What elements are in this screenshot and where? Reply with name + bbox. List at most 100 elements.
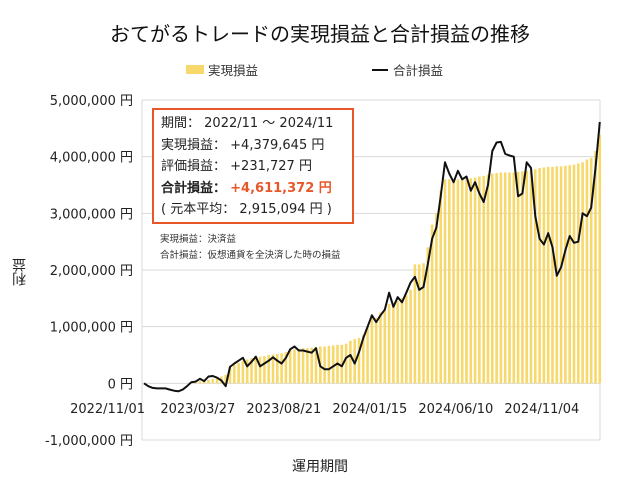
realized-bar xyxy=(288,350,292,384)
realized-bar xyxy=(512,172,516,384)
realized-bar xyxy=(297,348,301,384)
realized-bar xyxy=(581,162,584,384)
realized-bar xyxy=(516,171,520,384)
legend-bar-swatch xyxy=(186,65,204,74)
unrealized-value: +231,727 円 xyxy=(230,159,312,174)
period-row: 期間： 2022/11 ～ 2024/11 xyxy=(161,113,352,135)
realized-bar xyxy=(482,175,485,384)
total-line xyxy=(143,121,601,393)
realized-bar xyxy=(357,338,361,384)
realized-bar xyxy=(452,179,455,384)
y-tick-label: 2,000,000 円 xyxy=(50,264,133,279)
summary-box: 期間： 2022/11 ～ 2024/11 実現損益： +4,379,645 円… xyxy=(152,108,354,224)
realized-bar xyxy=(344,343,348,384)
realized-bar xyxy=(198,381,202,384)
realized-bar xyxy=(456,179,460,384)
realized-bar xyxy=(430,224,434,384)
realized-bar xyxy=(392,304,395,384)
y-tick-label: -1,000,000 円 xyxy=(45,434,133,449)
realized-bar xyxy=(327,345,331,384)
realized-bar xyxy=(534,169,537,384)
realized-bar xyxy=(215,377,219,384)
realized-bar xyxy=(478,176,481,384)
legend-label-realized: 実現損益 xyxy=(208,63,259,78)
realized-bar xyxy=(400,298,404,384)
realized-bar xyxy=(460,179,464,384)
y-tick-label: 3,000,000 円 xyxy=(50,207,133,222)
realized-bar xyxy=(258,356,262,384)
realized-bar xyxy=(589,157,593,384)
realized-bar xyxy=(551,166,554,384)
realized-bar xyxy=(323,346,326,384)
realized-bar xyxy=(521,171,524,384)
realized-bar xyxy=(508,172,511,384)
realized-bar xyxy=(409,289,412,384)
realized-bar xyxy=(585,159,589,384)
realized-bar xyxy=(241,360,245,384)
realized-bar xyxy=(499,172,503,384)
realized-bar xyxy=(473,177,477,384)
x-tick-label: 2023/03/27 xyxy=(160,402,235,417)
realized-bar xyxy=(310,347,313,384)
note-total: 合計損益：仮想通貨を全決済した時の損益 xyxy=(160,250,341,261)
realized-row: 実現損益： +4,379,645 円 xyxy=(161,135,352,157)
realized-bar xyxy=(379,312,382,384)
chart-title: おてがるトレードの実現損益と合計損益の推移 xyxy=(110,22,530,46)
realized-bar xyxy=(577,163,580,384)
realized-bar xyxy=(383,309,387,384)
realized-bar xyxy=(525,170,528,384)
realized-bar xyxy=(374,318,378,384)
realized-bar xyxy=(422,263,425,384)
realized-bar xyxy=(598,135,602,384)
realized-bar xyxy=(387,304,391,384)
realized-bar xyxy=(250,358,253,384)
realized-bar xyxy=(413,264,417,384)
legend-line-swatch xyxy=(372,68,388,71)
realized-bar xyxy=(271,354,275,384)
realized-bar xyxy=(263,356,266,384)
realized-bar xyxy=(448,179,451,384)
period-label: 期間： xyxy=(161,116,201,131)
realized-bar xyxy=(439,190,442,384)
legend-label-total: 合計損益 xyxy=(393,63,444,78)
realized-bar xyxy=(362,335,365,384)
realized-bar xyxy=(228,367,232,384)
realized-bar xyxy=(340,344,344,384)
y-tick-label: 0 円 xyxy=(108,377,133,392)
realized-bar xyxy=(405,295,408,384)
y-tick-label: 1,000,000 円 xyxy=(50,321,133,336)
realized-bar xyxy=(301,348,305,384)
realized-bar xyxy=(529,170,533,384)
realized-bar xyxy=(366,326,369,384)
realized-bar xyxy=(503,172,507,384)
realized-bar xyxy=(370,318,374,384)
realized-bar xyxy=(538,168,541,384)
x-tick-label: 2024/11/04 xyxy=(504,402,579,417)
legend-item-realized: 実現損益 xyxy=(186,60,258,79)
unrealized-label: 評価損益： xyxy=(161,159,227,174)
realized-bar xyxy=(306,348,309,384)
realized-bar xyxy=(224,374,227,384)
x-axis-title: 運用期間 xyxy=(292,459,348,475)
realized-bar xyxy=(331,345,335,384)
realized-bar xyxy=(559,166,563,384)
y-tick-label: 4,000,000 円 xyxy=(50,151,133,166)
realized-bar xyxy=(207,379,210,384)
realized-bar xyxy=(426,247,430,384)
realized-bar xyxy=(417,264,421,384)
realized-bar xyxy=(254,357,258,384)
realized-bar xyxy=(564,165,567,384)
realized-bar xyxy=(486,174,490,384)
period-value: 2022/11 ～ 2024/11 xyxy=(204,116,334,131)
legend-item-total: 合計損益 xyxy=(372,60,443,79)
realized-bar xyxy=(546,166,550,384)
realized-label: 実現損益： xyxy=(161,137,227,153)
realized-bar xyxy=(349,340,352,384)
realized-bar xyxy=(284,352,288,384)
realized-bar xyxy=(572,164,576,384)
realized-bar xyxy=(568,165,571,384)
x-tick-label: 2022/11/01 xyxy=(70,402,145,417)
realized-bar xyxy=(443,179,447,384)
total-row: 合計損益： +4,611,372 円 xyxy=(161,178,352,200)
